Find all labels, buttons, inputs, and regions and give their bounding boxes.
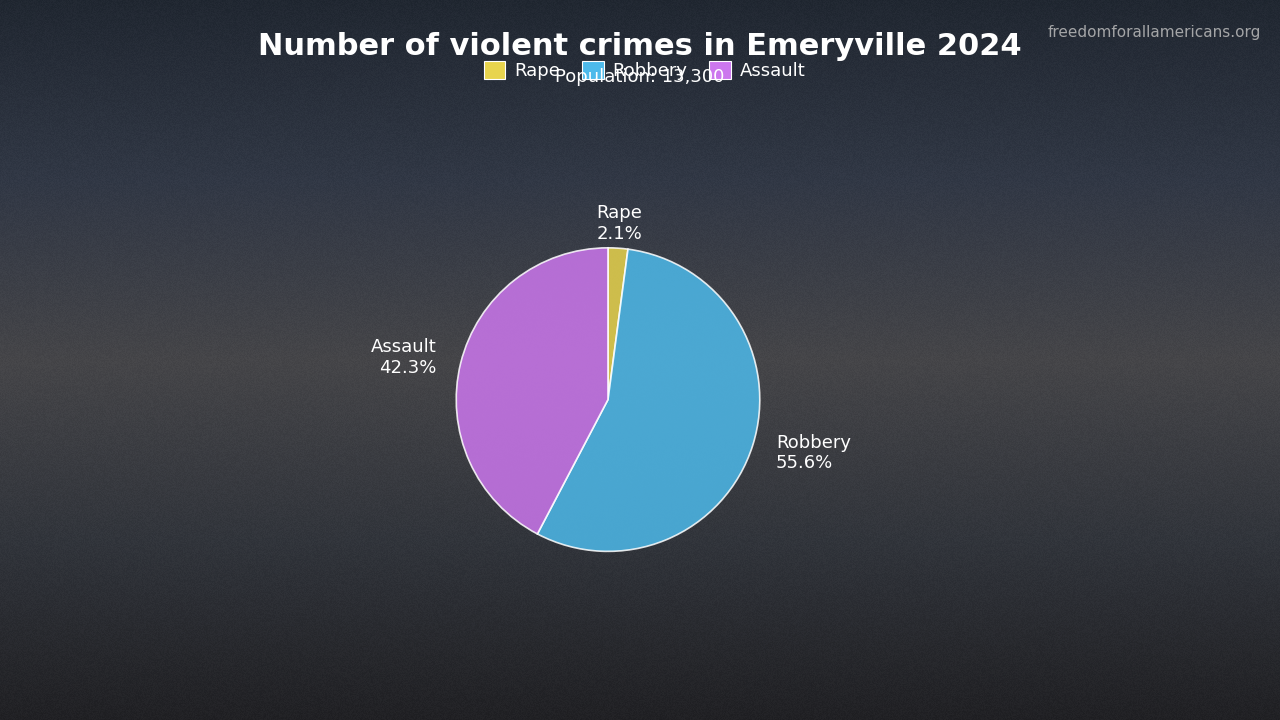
Text: freedomforallamericans.org: freedomforallamericans.org: [1047, 25, 1261, 40]
Wedge shape: [456, 248, 608, 534]
Wedge shape: [538, 249, 760, 552]
Text: Robbery
55.6%: Robbery 55.6%: [776, 433, 851, 472]
Text: Assault
42.3%: Assault 42.3%: [371, 338, 436, 377]
Text: Number of violent crimes in Emeryville 2024: Number of violent crimes in Emeryville 2…: [259, 32, 1021, 61]
Text: Population: 13,300: Population: 13,300: [556, 68, 724, 86]
Text: Rape
2.1%: Rape 2.1%: [596, 204, 643, 243]
Wedge shape: [608, 248, 628, 400]
Legend: Rape, Robbery, Assault: Rape, Robbery, Assault: [476, 54, 813, 87]
